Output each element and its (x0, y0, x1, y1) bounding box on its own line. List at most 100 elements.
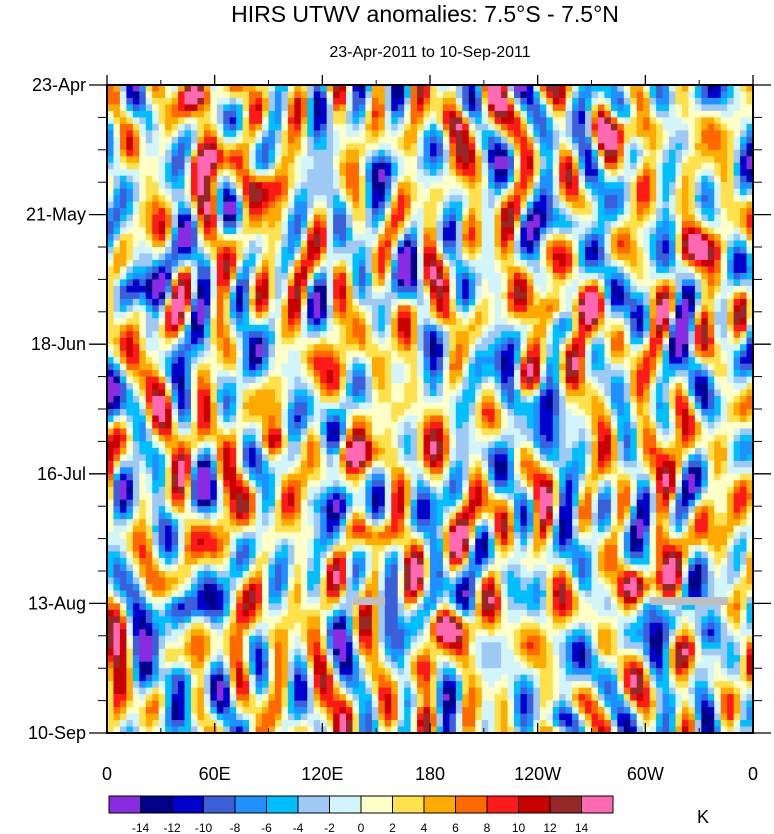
heatmap-cell (404, 357, 412, 365)
heatmap-cell (126, 305, 134, 313)
heatmap-cell (578, 104, 586, 112)
heatmap-cell (223, 221, 231, 229)
heatmap-cell (307, 97, 315, 106)
heatmap-cell (636, 266, 644, 274)
heatmap-cell (455, 311, 463, 319)
heatmap-cell (378, 97, 386, 106)
heatmap-cell (307, 350, 315, 358)
heatmap-cell (391, 162, 399, 170)
heatmap-cell (384, 208, 392, 216)
heatmap-cell (539, 143, 547, 151)
heatmap-cell (597, 247, 606, 255)
heatmap-cell (585, 350, 593, 358)
heatmap-cell (242, 91, 250, 99)
heatmap-cell (287, 169, 295, 177)
heatmap-cell (436, 201, 444, 209)
heatmap-cell (610, 363, 618, 371)
heatmap-cell (384, 104, 392, 112)
heatmap-cell (391, 117, 399, 125)
heatmap-cell (455, 201, 463, 209)
heatmap-cell (210, 402, 218, 410)
heatmap-cell (113, 143, 121, 151)
heatmap-cell (417, 259, 425, 268)
heatmap-cell (113, 357, 121, 365)
heatmap-cell (287, 253, 295, 261)
heatmap-cell (210, 104, 218, 112)
heatmap-cell (649, 383, 657, 391)
heatmap-cell (262, 305, 270, 313)
heatmap-cell (203, 298, 211, 306)
heatmap-cell (578, 175, 586, 183)
heatmap-cell (468, 240, 476, 248)
heatmap-cell (397, 221, 405, 229)
heatmap-cell (268, 292, 276, 300)
heatmap-cell (546, 376, 554, 384)
heatmap-cell (617, 123, 625, 131)
heatmap-cell (165, 279, 173, 287)
heatmap-cell (397, 389, 405, 397)
heatmap-cell (675, 396, 683, 404)
heatmap-cell (481, 208, 489, 216)
heatmap-cell (107, 305, 115, 313)
heatmap-cell (513, 182, 522, 190)
heatmap-cell (404, 208, 412, 216)
heatmap-cell (384, 130, 392, 138)
heatmap-cell (391, 169, 399, 177)
heatmap-cell (481, 357, 489, 365)
heatmap-cell (669, 156, 677, 164)
heatmap-cell (740, 305, 748, 313)
heatmap-cell (397, 156, 405, 164)
heatmap-cell (333, 156, 341, 164)
heatmap-cell (346, 279, 354, 287)
heatmap-cell (436, 143, 444, 151)
heatmap-cell (126, 182, 134, 190)
heatmap-cell (604, 370, 612, 378)
heatmap-cell (720, 136, 728, 144)
heatmap-cell (352, 240, 360, 248)
heatmap-cell (139, 169, 147, 177)
heatmap-cell (391, 221, 399, 229)
heatmap-cell (262, 240, 270, 248)
heatmap-cell (404, 298, 412, 306)
heatmap-cell (326, 97, 334, 106)
heatmap-cell (326, 279, 334, 287)
heatmap-cell (203, 285, 211, 293)
heatmap-cell (714, 331, 722, 339)
heatmap-cell (236, 318, 244, 326)
heatmap-cell (346, 344, 354, 352)
heatmap-cell (113, 298, 121, 306)
heatmap-cell (675, 357, 683, 365)
heatmap-cell (119, 97, 127, 106)
heatmap-cell (210, 214, 218, 222)
heatmap-cell (565, 156, 573, 164)
heatmap-cell (513, 396, 522, 404)
heatmap-cell (643, 305, 651, 313)
heatmap-cell (720, 123, 728, 131)
heatmap-cell (572, 389, 580, 397)
heatmap-cell (585, 110, 593, 118)
heatmap-cell (320, 298, 328, 306)
heatmap-cell (442, 253, 450, 261)
heatmap-cell (274, 363, 283, 371)
heatmap-cell (649, 130, 657, 138)
heatmap-cell (287, 156, 295, 164)
heatmap-cell (572, 123, 580, 131)
heatmap-cell (623, 350, 631, 358)
heatmap-cell (216, 208, 224, 216)
heatmap-cell (688, 201, 696, 209)
heatmap-cell (371, 396, 379, 404)
heatmap-cell (216, 110, 224, 118)
heatmap-cell (475, 143, 483, 151)
heatmap-cell (597, 85, 606, 93)
heatmap-cell (184, 97, 192, 106)
heatmap-cell (352, 123, 360, 131)
heatmap-cell (688, 292, 696, 300)
heatmap-cell (352, 292, 360, 300)
heatmap-cell (669, 182, 677, 190)
heatmap-cell (339, 91, 347, 99)
heatmap-cell (688, 208, 696, 216)
heatmap-cell (643, 227, 651, 235)
heatmap-cell (410, 396, 418, 404)
heatmap-cell (455, 324, 463, 332)
heatmap-cell (190, 91, 199, 99)
